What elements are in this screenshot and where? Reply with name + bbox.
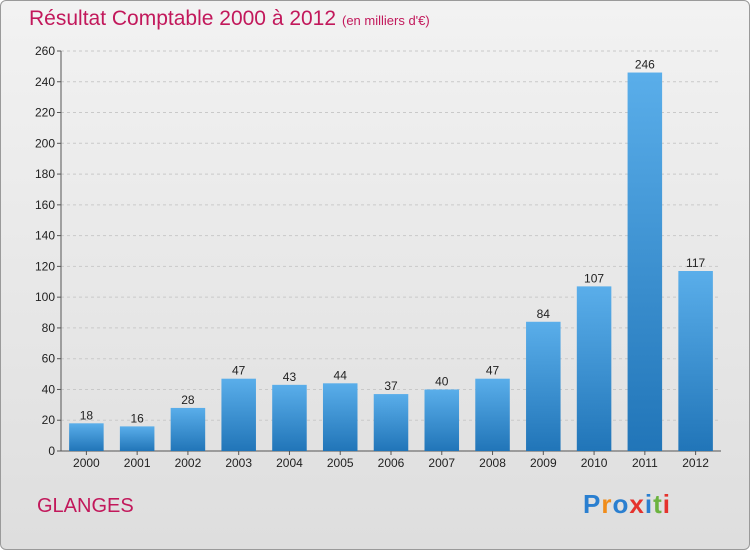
value-label-2011: 246 (635, 58, 655, 72)
y-tick-label: 100 (35, 290, 55, 304)
x-tick-label-2012: 2012 (682, 456, 709, 470)
value-label-2010: 107 (584, 271, 604, 285)
x-tick-label-2009: 2009 (530, 456, 557, 470)
bar-2002 (170, 407, 206, 451)
logo-letter: i (662, 489, 671, 519)
bar-2008 (475, 378, 510, 451)
x-tick-label-2008: 2008 (479, 456, 506, 470)
x-tick-label-2004: 2004 (276, 456, 303, 470)
value-label-2007: 40 (435, 374, 449, 388)
y-tick-label: 200 (35, 136, 55, 150)
bar-2004 (272, 384, 307, 451)
value-label-2006: 37 (384, 379, 398, 393)
y-tick-label: 40 (42, 382, 56, 396)
bar-2001 (119, 426, 155, 451)
logo-letter: o (612, 489, 630, 519)
bar-2003 (221, 378, 256, 451)
x-tick-label-2011: 2011 (632, 456, 658, 470)
place-name: GLANGES (37, 495, 134, 517)
logo-letter: P (583, 489, 602, 519)
y-tick-label: 220 (35, 106, 55, 120)
bar-2009 (526, 321, 561, 451)
x-tick-label-2000: 2000 (73, 456, 100, 470)
proxiti-logo: Proxiti (583, 489, 671, 520)
x-tick-label-2003: 2003 (225, 456, 252, 470)
x-tick-label-2005: 2005 (327, 456, 354, 470)
value-label-2004: 43 (283, 370, 297, 384)
logo-letter: t (653, 489, 663, 519)
y-tick-label: 120 (35, 259, 55, 273)
y-tick-label: 60 (42, 352, 56, 366)
bar-2012 (678, 271, 713, 451)
value-label-2009: 84 (537, 307, 551, 321)
bar-2010 (576, 286, 612, 451)
value-label-2002: 28 (181, 393, 195, 407)
logo-letter: r (601, 489, 613, 519)
y-tick-label: 160 (35, 198, 55, 212)
value-label-2003: 47 (232, 364, 246, 378)
y-tick-label: 80 (42, 321, 56, 335)
value-label-2008: 47 (486, 364, 500, 378)
value-label-2005: 44 (334, 368, 348, 382)
logo-letter: i (644, 489, 654, 519)
y-tick-label: 260 (35, 44, 55, 58)
bar-2006 (373, 394, 409, 451)
bar-2005 (322, 383, 358, 451)
y-tick-label: 0 (48, 444, 55, 458)
chart-title: Résultat Comptable 2000 à 2012 (29, 7, 337, 30)
bar-2007 (424, 389, 460, 451)
bar-2000 (69, 423, 104, 451)
x-tick-label-2006: 2006 (378, 456, 405, 470)
x-tick-label-2002: 2002 (175, 456, 202, 470)
x-tick-label-2010: 2010 (581, 456, 608, 470)
y-tick-label: 180 (35, 167, 55, 181)
value-label-2001: 16 (130, 411, 144, 425)
x-tick-label-2001: 2001 (124, 456, 151, 470)
x-tick-label-2007: 2007 (428, 456, 455, 470)
bar-2011 (627, 72, 663, 452)
value-label-2000: 18 (80, 408, 94, 422)
value-label-2012: 117 (686, 256, 705, 270)
chart-subtitle: (en milliers d'€) (342, 13, 430, 28)
y-tick-label: 240 (35, 75, 55, 89)
y-tick-label: 140 (35, 229, 55, 243)
logo-letter: x (629, 489, 645, 519)
y-tick-label: 20 (42, 413, 56, 427)
